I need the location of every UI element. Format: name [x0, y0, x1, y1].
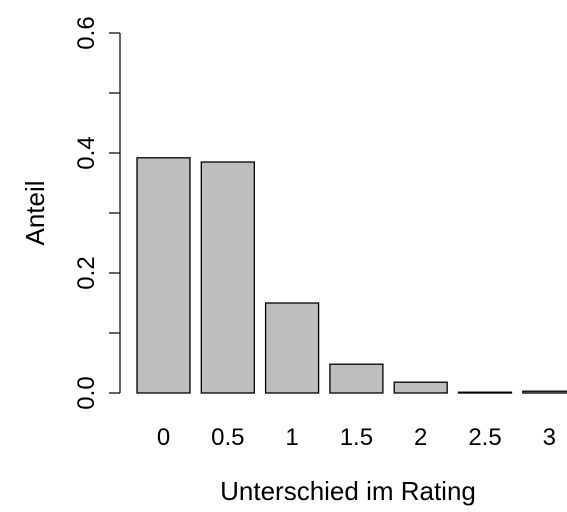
x-axis-label: Unterschied im Rating [220, 476, 476, 506]
y-tick-label: 0.6 [73, 16, 100, 49]
y-axis-label: Anteil [20, 180, 50, 245]
bar [393, 381, 448, 394]
x-tick-label: 1 [285, 424, 298, 451]
bar [329, 363, 384, 394]
bar [264, 302, 320, 394]
bar [200, 161, 255, 394]
x-tick-label: 1.5 [340, 424, 373, 451]
x-tick-labels: 0 0.5 1 1.5 2 2.5 3 [157, 424, 556, 451]
bar [136, 157, 191, 394]
y-tick-label: 0.4 [73, 136, 100, 169]
bar [522, 390, 567, 394]
x-tick-label: 0.5 [211, 424, 244, 451]
bars-group [136, 157, 567, 394]
x-tick-label: 3 [543, 424, 556, 451]
bar [457, 391, 513, 394]
x-tick-label: 0 [157, 424, 170, 451]
x-tick-label: 2.5 [468, 424, 501, 451]
y-axis: 0.0 0.2 0.4 0.6 [73, 16, 121, 410]
x-tick-label: 2 [414, 424, 427, 451]
y-tick-label: 0.2 [73, 256, 100, 289]
y-tick-label: 0.0 [73, 376, 100, 409]
